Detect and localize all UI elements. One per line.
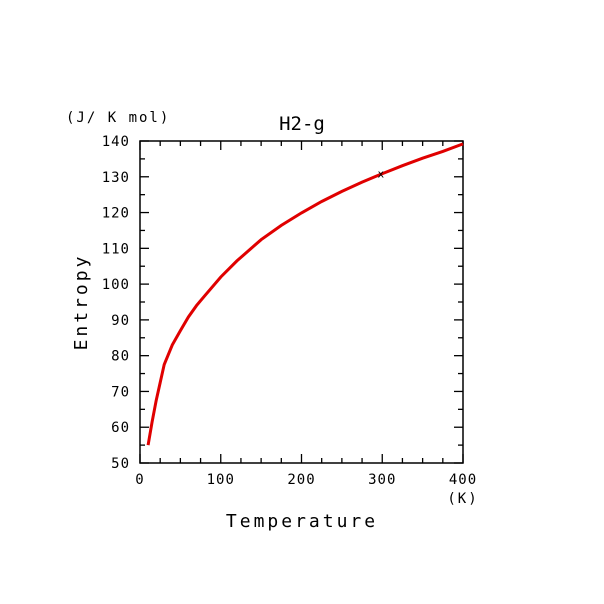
tick-marks	[139, 140, 464, 464]
y-tick-label: 140	[102, 134, 130, 150]
y-axis-unit: (J/ K mol)	[66, 110, 170, 126]
y-tick-label: 70	[111, 384, 130, 400]
x-tick-label: 300	[368, 472, 396, 488]
y-tick-label: 50	[111, 456, 130, 472]
x-tick-label: 100	[207, 472, 235, 488]
x-tick-label: 200	[287, 472, 315, 488]
y-tick-label: 100	[102, 277, 130, 293]
x-tick-labels: 0 100 200 300 400	[135, 472, 477, 488]
reference-point-marker: x	[377, 167, 384, 180]
x-axis-label: Temperature	[226, 511, 378, 532]
chart-title: H2-g	[279, 113, 325, 135]
entropy-curve	[146, 142, 464, 446]
y-tick-label: 60	[111, 420, 130, 436]
y-tick-label: 90	[111, 313, 130, 329]
y-tick-label: 110	[102, 241, 130, 257]
x-tick-label: 400	[449, 472, 477, 488]
y-tick-label: 120	[102, 206, 130, 222]
y-tick-label: 80	[111, 349, 130, 365]
x-axis-unit: (K)	[447, 491, 478, 507]
y-tick-label: 130	[102, 170, 130, 186]
y-tick-labels: 50 60 70 80 90 100 110 120 130 140	[102, 134, 130, 472]
y-axis-label: Entropy	[71, 254, 92, 351]
x-tick-label: 0	[135, 472, 144, 488]
plot-frame	[139, 140, 464, 464]
